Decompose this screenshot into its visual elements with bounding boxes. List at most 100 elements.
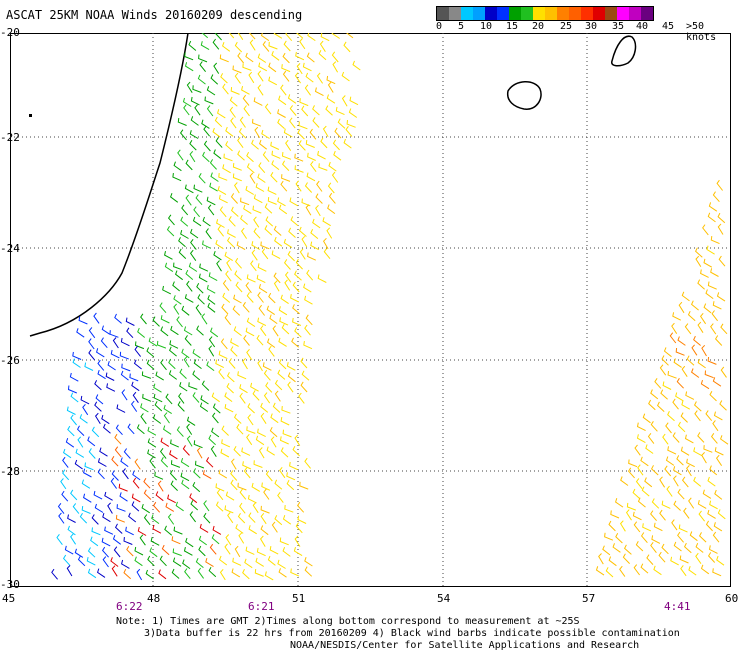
wind-barb: [345, 33, 354, 39]
wind-barb: [307, 252, 317, 261]
wind-barb: [172, 548, 182, 557]
wind-barb: [56, 534, 63, 545]
wind-barb: [161, 544, 170, 556]
wind-barb: [195, 194, 203, 206]
wind-barb: [234, 41, 243, 53]
wind-barb: [181, 348, 190, 359]
wind-barb: [167, 494, 176, 504]
wind-barb: [700, 564, 710, 575]
wind-barb: [79, 512, 88, 524]
wind-barb: [679, 555, 689, 564]
wind-barb: [196, 283, 204, 294]
colorbar-label: 5: [458, 21, 465, 32]
wind-barb: [202, 216, 211, 227]
wind-barb: [239, 488, 247, 500]
wind-barb: [177, 149, 184, 161]
wind-barb: [215, 483, 225, 492]
wind-barb: [77, 436, 84, 448]
wind-barb: [316, 180, 323, 192]
wind-barb: [282, 52, 290, 64]
wind-barb: [717, 212, 726, 224]
wind-barb: [650, 465, 659, 476]
wind-barb: [310, 241, 320, 251]
wind-barb: [716, 555, 725, 566]
wind-barb: [242, 568, 250, 580]
wind-barb: [636, 434, 646, 444]
wind-barb: [120, 337, 130, 347]
wind-barb: [134, 458, 141, 470]
wind-barb: [610, 510, 620, 519]
wind-barb: [253, 194, 263, 204]
wind-barb: [210, 172, 219, 182]
wind-barb: [133, 359, 142, 370]
wind-barb: [115, 514, 125, 523]
wind-barb: [190, 116, 199, 126]
wind-barb: [268, 292, 276, 304]
wind-barb: [241, 85, 250, 95]
wind-barb: [315, 193, 323, 204]
colorbar-label: 25: [560, 21, 573, 32]
wind-barb: [673, 358, 682, 368]
wind-barb: [286, 472, 296, 481]
wind-barb: [189, 139, 197, 151]
wind-barb: [62, 456, 69, 468]
wind-barb: [261, 248, 269, 260]
wind-barb: [177, 401, 185, 412]
wind-barb: [169, 340, 179, 349]
wind-barb: [178, 248, 187, 259]
wind-barb: [97, 468, 105, 480]
wind-barb: [720, 366, 727, 378]
wind-barb: [197, 74, 206, 85]
wind-barb: [146, 359, 155, 370]
wind-barb: [268, 345, 275, 357]
wind-barb: [288, 227, 296, 238]
wind-barb: [237, 150, 245, 161]
wind-barb: [326, 75, 336, 85]
wind-barb: [281, 174, 291, 182]
wind-barb: [281, 152, 292, 160]
wind-barb: [192, 481, 201, 493]
wind-barb: [322, 217, 331, 227]
wind-barb: [246, 426, 256, 434]
wind-barb: [211, 392, 220, 403]
wind-barb: [278, 95, 287, 106]
wind-barb: [238, 128, 247, 139]
wind-barb: [615, 498, 624, 508]
wind-barb: [70, 414, 77, 426]
wind-barb: [279, 466, 286, 479]
wind-barb: [695, 255, 702, 267]
wind-barb: [130, 400, 138, 412]
wind-barb: [248, 71, 255, 84]
wind-barb: [86, 556, 96, 566]
wind-barb: [245, 546, 255, 555]
wind-barb: [672, 398, 679, 410]
wind-barb: [143, 478, 151, 489]
wind-barb: [257, 428, 266, 438]
wind-barb: [302, 62, 312, 72]
wind-barb: [159, 448, 167, 459]
wind-barb: [111, 565, 118, 577]
wind-barb: [667, 371, 677, 379]
wind-barb: [208, 272, 218, 282]
wind-barb: [267, 338, 276, 348]
wind-barb: [343, 41, 351, 53]
wind-barb: [125, 317, 135, 326]
wind-barb: [292, 445, 300, 457]
wind-barb: [132, 391, 139, 403]
wind-barb: [286, 362, 296, 371]
wind-barb: [651, 535, 661, 544]
colorbar-swatch: [605, 7, 617, 20]
wind-barb: [119, 492, 128, 502]
wind-barb: [348, 108, 358, 118]
wind-barb: [253, 460, 263, 468]
wind-barb: [51, 568, 58, 580]
wind-barb: [199, 61, 206, 73]
wind-barb: [207, 295, 216, 305]
colorbar-swatch: [449, 7, 461, 20]
lon-label: 57: [582, 592, 596, 605]
wind-barb: [690, 300, 699, 311]
wind-barb: [714, 489, 723, 500]
wind-barb: [176, 316, 183, 328]
wind-barb: [719, 400, 727, 411]
wind-barb: [287, 381, 294, 393]
